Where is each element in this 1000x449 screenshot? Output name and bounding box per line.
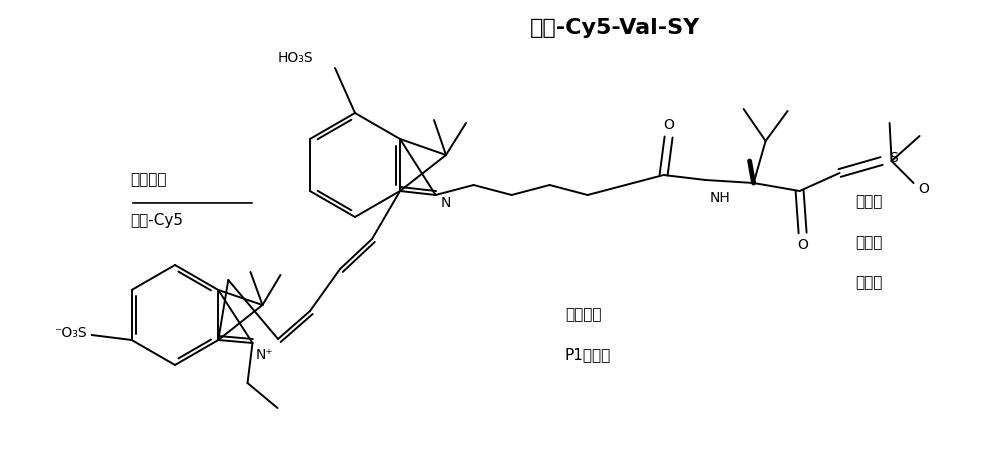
Text: NH: NH — [709, 191, 730, 205]
Text: 荧光团：: 荧光团： — [130, 172, 166, 187]
Text: 弹头：: 弹头： — [855, 194, 882, 210]
Text: HO₃S: HO₃S — [277, 51, 313, 65]
Text: 磺基-Cy5-Val-SY: 磺基-Cy5-Val-SY — [530, 18, 700, 38]
Text: 磺基-Cy5: 磺基-Cy5 — [130, 212, 183, 228]
Text: S: S — [889, 151, 898, 165]
Text: O: O — [663, 118, 674, 132]
Text: O: O — [918, 182, 929, 196]
Text: ⁻O₃S: ⁻O₃S — [54, 326, 87, 340]
Text: 叶立德: 叶立德 — [855, 275, 882, 291]
Text: 特异性：: 特异性： — [565, 307, 602, 322]
Text: 氧化锍: 氧化锍 — [855, 235, 882, 250]
Text: N⁺: N⁺ — [256, 348, 273, 362]
Text: O: O — [797, 238, 808, 252]
Text: P1缬氨酸: P1缬氨酸 — [565, 347, 611, 362]
Text: N: N — [441, 196, 451, 210]
